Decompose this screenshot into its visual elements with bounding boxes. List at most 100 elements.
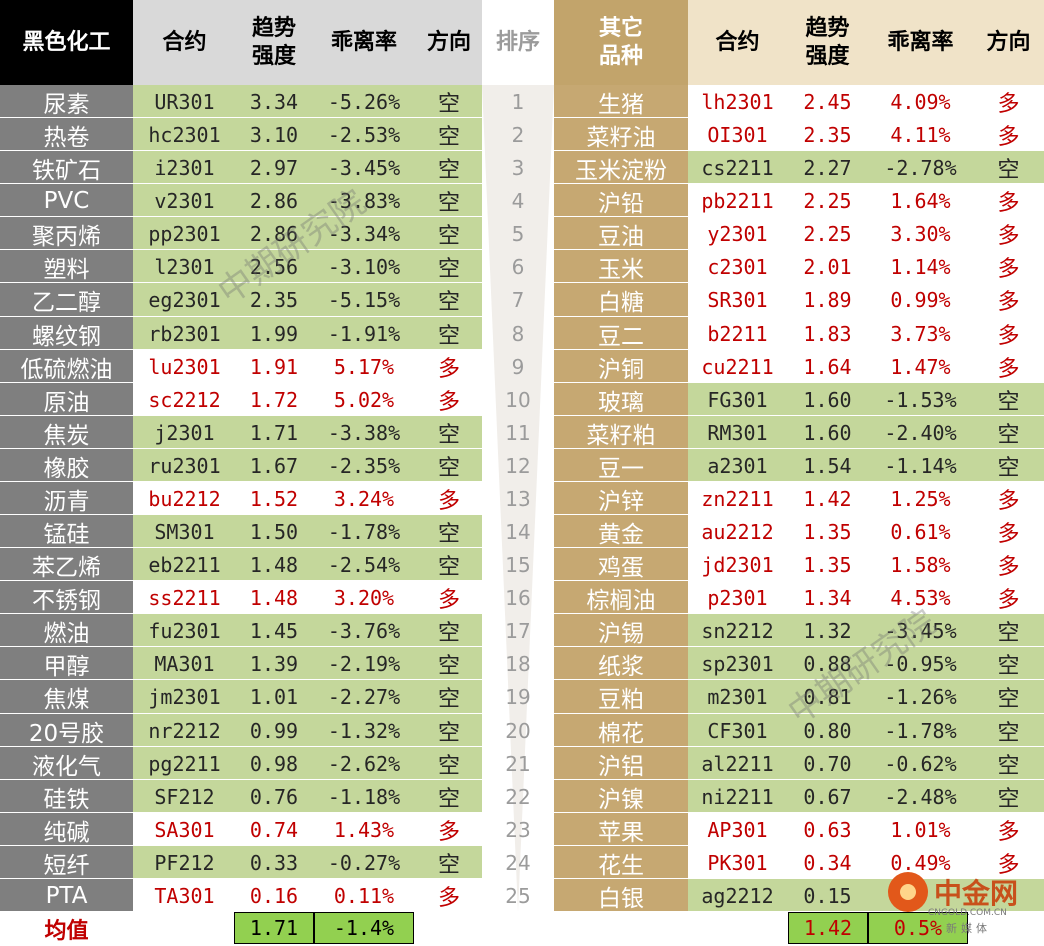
right-row-deviation: 0.49%: [868, 846, 973, 879]
left-row-name: 甲醇: [0, 647, 133, 680]
header-left-group: 黑色化工: [0, 0, 133, 85]
left-row-direction: 空: [416, 548, 482, 581]
left-row-name: 热卷: [0, 118, 133, 151]
left-row-direction: 空: [416, 151, 482, 184]
header-right-trend: 趋势 强度: [787, 0, 868, 85]
rank-number: 2: [511, 122, 525, 147]
left-row-trend: 2.97: [236, 151, 312, 184]
right-row-name: 豆一: [554, 449, 688, 482]
left-row-deviation: 5.17%: [312, 350, 416, 383]
right-row-direction: 多: [973, 184, 1044, 217]
right-row-deviation: -2.40%: [868, 416, 973, 449]
header-rank-label: 排序: [495, 29, 540, 55]
left-row-row-divider: [0, 679, 482, 680]
right-row-name: 玉米: [554, 250, 688, 283]
left-row-name: 苯乙烯: [0, 548, 133, 581]
footer-label-text: 均值: [44, 919, 89, 944]
right-row-trend: 0.34: [787, 846, 868, 879]
left-row-direction: 空: [416, 283, 482, 317]
right-row-name: 鸡蛋: [554, 548, 688, 581]
right-row-deviation: -0.95%: [868, 647, 973, 680]
right-row-contract: cu2211: [688, 350, 787, 383]
right-row-trend: 1.32: [787, 614, 868, 647]
rank-number: 12: [505, 453, 531, 478]
header-left-direction-label: 方向: [426, 29, 471, 55]
right-row-direction: 多: [973, 85, 1044, 118]
left-row-name: 不锈钢: [0, 581, 133, 614]
cngold-logo-brand: 中金网: [934, 877, 1019, 910]
right-row-direction: 多: [973, 250, 1044, 283]
cngold-logo-icon: [888, 872, 928, 912]
left-row-deviation: 0.11%: [312, 879, 416, 912]
right-row-contract: SR301: [688, 283, 787, 317]
left-row-name: 铁矿石: [0, 151, 133, 184]
left-row-deviation: -1.18%: [312, 780, 416, 813]
left-row-deviation: -3.38%: [312, 416, 416, 449]
header-right-deviation-label: 乖离率: [887, 29, 954, 55]
rank-number: 17: [505, 618, 531, 643]
right-row-deviation: 1.01%: [868, 813, 973, 846]
left-row-row-divider: [0, 448, 482, 449]
left-row-trend: 0.76: [236, 780, 312, 813]
left-row-contract: lu2301: [133, 350, 236, 383]
right-row-deviation: 1.64%: [868, 184, 973, 217]
right-row-name: 沪锌: [554, 482, 688, 515]
left-row-trend: 0.99: [236, 714, 312, 747]
left-row-direction: 多: [416, 879, 482, 912]
left-row-name: 锰硅: [0, 515, 133, 548]
rank-number: 10: [505, 387, 531, 412]
right-row-contract: al2211: [688, 747, 787, 780]
footer-label: 均值: [0, 912, 133, 946]
rank-number: 22: [505, 784, 531, 809]
left-row-deviation: -2.62%: [312, 747, 416, 780]
rank-number: 5: [511, 221, 525, 246]
left-row-deviation: -1.32%: [312, 714, 416, 747]
left-row-deviation: -3.76%: [312, 614, 416, 647]
right-row-contract: a2301: [688, 449, 787, 482]
right-row-trend: 1.89: [787, 283, 868, 317]
left-row-name: 聚丙烯: [0, 217, 133, 250]
rank-number: 21: [505, 751, 531, 776]
right-row-contract: m2301: [688, 680, 787, 714]
rank-number: 16: [505, 585, 531, 610]
left-row-deviation: -2.53%: [312, 118, 416, 151]
left-row-row-divider: [0, 845, 482, 846]
left-row-name: 沥青: [0, 482, 133, 515]
left-row-direction: 空: [416, 449, 482, 482]
left-row-trend: 1.48: [236, 581, 312, 614]
right-row-contract: lh2301: [688, 85, 787, 118]
right-row-trend: 1.54: [787, 449, 868, 482]
left-row-deviation: -5.15%: [312, 283, 416, 317]
right-row-direction: 多: [973, 515, 1044, 548]
left-row-contract: ru2301: [133, 449, 236, 482]
right-row-row-divider: [554, 646, 1044, 647]
right-row-deviation: -2.48%: [868, 780, 973, 813]
right-row-contract: p2301: [688, 581, 787, 614]
left-row-deviation: -2.54%: [312, 548, 416, 581]
left-row-row-divider: [0, 481, 482, 482]
right-row-direction: 空: [973, 151, 1044, 184]
right-row-direction: 多: [973, 581, 1044, 614]
left-row-deviation: -3.45%: [312, 151, 416, 184]
rank-number: 20: [505, 718, 531, 743]
right-row-row-divider: [554, 349, 1044, 350]
right-row-row-divider: [554, 779, 1044, 780]
right-row-name: 沪铝: [554, 747, 688, 780]
header-right-group-label: 其它 品种: [598, 15, 643, 69]
left-row-name: PTA: [0, 879, 133, 912]
right-row-contract: ag2212: [688, 879, 787, 912]
right-row-deviation: -3.45%: [868, 614, 973, 647]
right-row-trend: 0.80: [787, 714, 868, 747]
right-row-name: 白糖: [554, 283, 688, 317]
right-row-trend: 0.67: [787, 780, 868, 813]
rank-number: 19: [505, 685, 531, 709]
left-row-deviation: -1.91%: [312, 317, 416, 350]
right-row-deviation: -1.26%: [868, 680, 973, 714]
left-row-trend: 1.48: [236, 548, 312, 581]
left-row-name: 液化气: [0, 747, 133, 780]
rank-number: 3: [511, 155, 525, 180]
header-left-deviation-label: 乖离率: [330, 29, 397, 55]
left-row-contract: ss2211: [133, 581, 236, 614]
left-row-row-divider: [0, 613, 482, 614]
header-right-deviation: 乖离率: [868, 0, 973, 85]
